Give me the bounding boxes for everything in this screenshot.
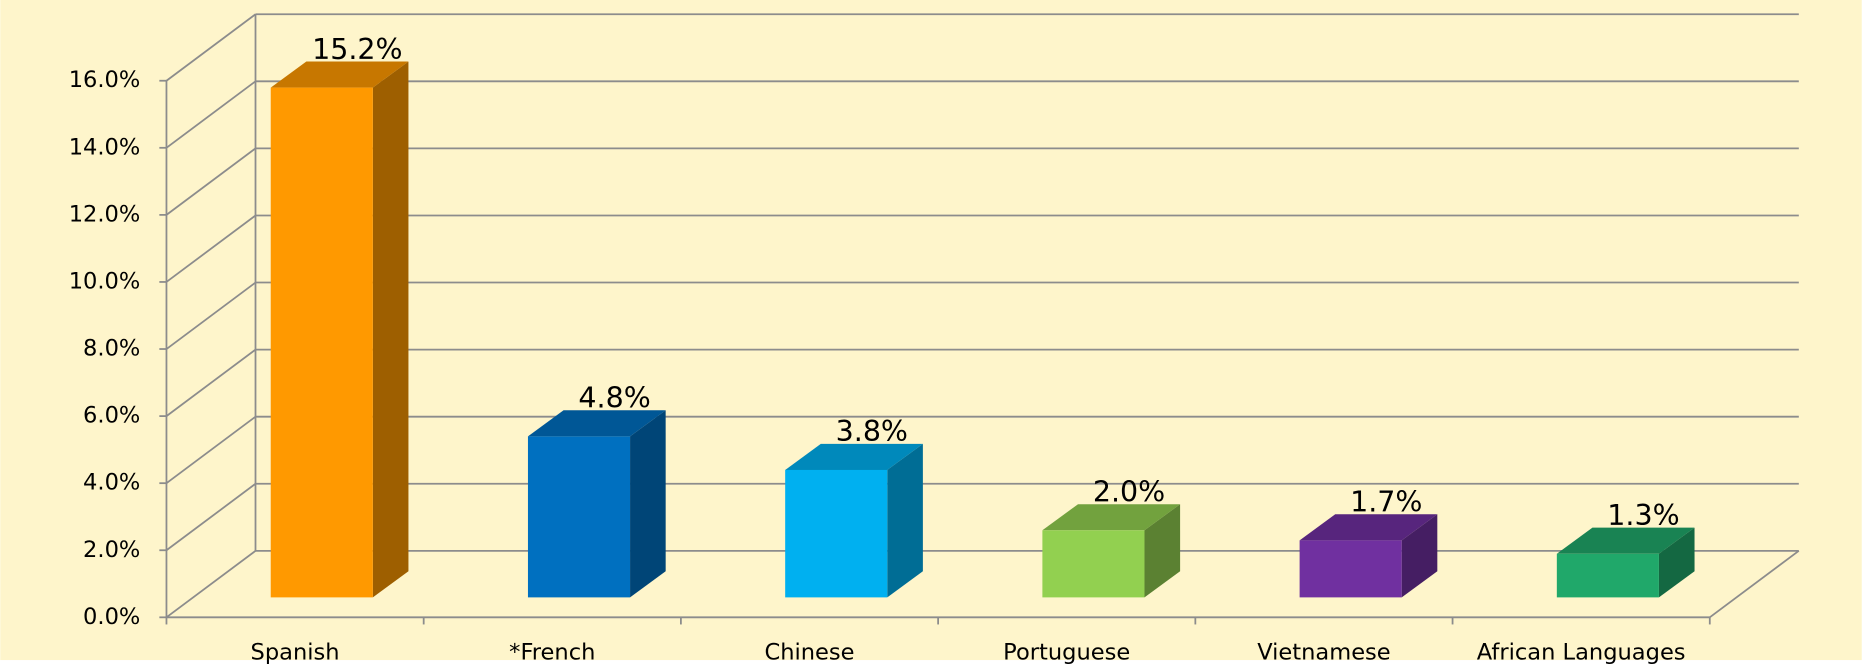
x-tick-label: Portuguese <box>1003 639 1130 665</box>
bar <box>785 469 888 598</box>
data-label: 1.3% <box>1607 499 1679 532</box>
grid-line <box>165 13 257 82</box>
bar-side <box>1658 527 1695 598</box>
data-label: 4.8% <box>578 382 650 415</box>
bar-top <box>527 410 666 437</box>
bar <box>1556 553 1659 598</box>
bar-top <box>1556 527 1695 554</box>
bar-top <box>785 443 923 470</box>
y-tick-label: 4.0% <box>83 470 140 496</box>
bar <box>1042 530 1145 598</box>
grid-line <box>165 348 257 417</box>
bar-top <box>1299 514 1438 541</box>
data-label: 15.2% <box>312 33 403 66</box>
bar-side <box>1144 504 1181 598</box>
grid-line <box>165 214 257 283</box>
y-tick-label: 12.0% <box>69 201 141 227</box>
data-label: 2.0% <box>1093 476 1165 509</box>
bar-side <box>372 61 409 598</box>
y-tick-label: 0.0% <box>83 604 140 630</box>
bar <box>1299 540 1402 598</box>
grid-line <box>165 80 257 149</box>
y-tick-label: 2.0% <box>83 537 140 563</box>
x-tick-label: Chinese <box>764 639 854 665</box>
bar-side <box>887 443 923 598</box>
y-tick-label: 8.0% <box>83 336 140 362</box>
grid-line <box>165 415 257 484</box>
grid-line <box>165 550 257 619</box>
data-label: 3.8% <box>836 415 908 448</box>
bar-top <box>270 61 409 88</box>
x-tick-label: Vietnamese <box>1257 639 1390 665</box>
y-tick-label: 16.0% <box>69 67 141 93</box>
bar-side <box>630 410 666 598</box>
x-tick-label: *French <box>509 639 595 665</box>
x-tick-label: Spanish <box>251 639 340 665</box>
bar-side <box>1401 514 1438 598</box>
bar <box>527 436 631 598</box>
y-tick-label: 14.0% <box>69 134 141 160</box>
y-tick-label: 10.0% <box>69 268 141 294</box>
bar-top <box>1042 504 1181 531</box>
x-tick-label: African Languages <box>1477 639 1686 665</box>
y-tick-label: 6.0% <box>83 403 140 429</box>
grid-line <box>165 147 257 216</box>
axis-line <box>1709 550 1800 619</box>
grid-line <box>165 281 257 350</box>
data-label: 1.7% <box>1350 486 1422 519</box>
grid-line <box>165 483 257 551</box>
bar <box>270 87 373 598</box>
